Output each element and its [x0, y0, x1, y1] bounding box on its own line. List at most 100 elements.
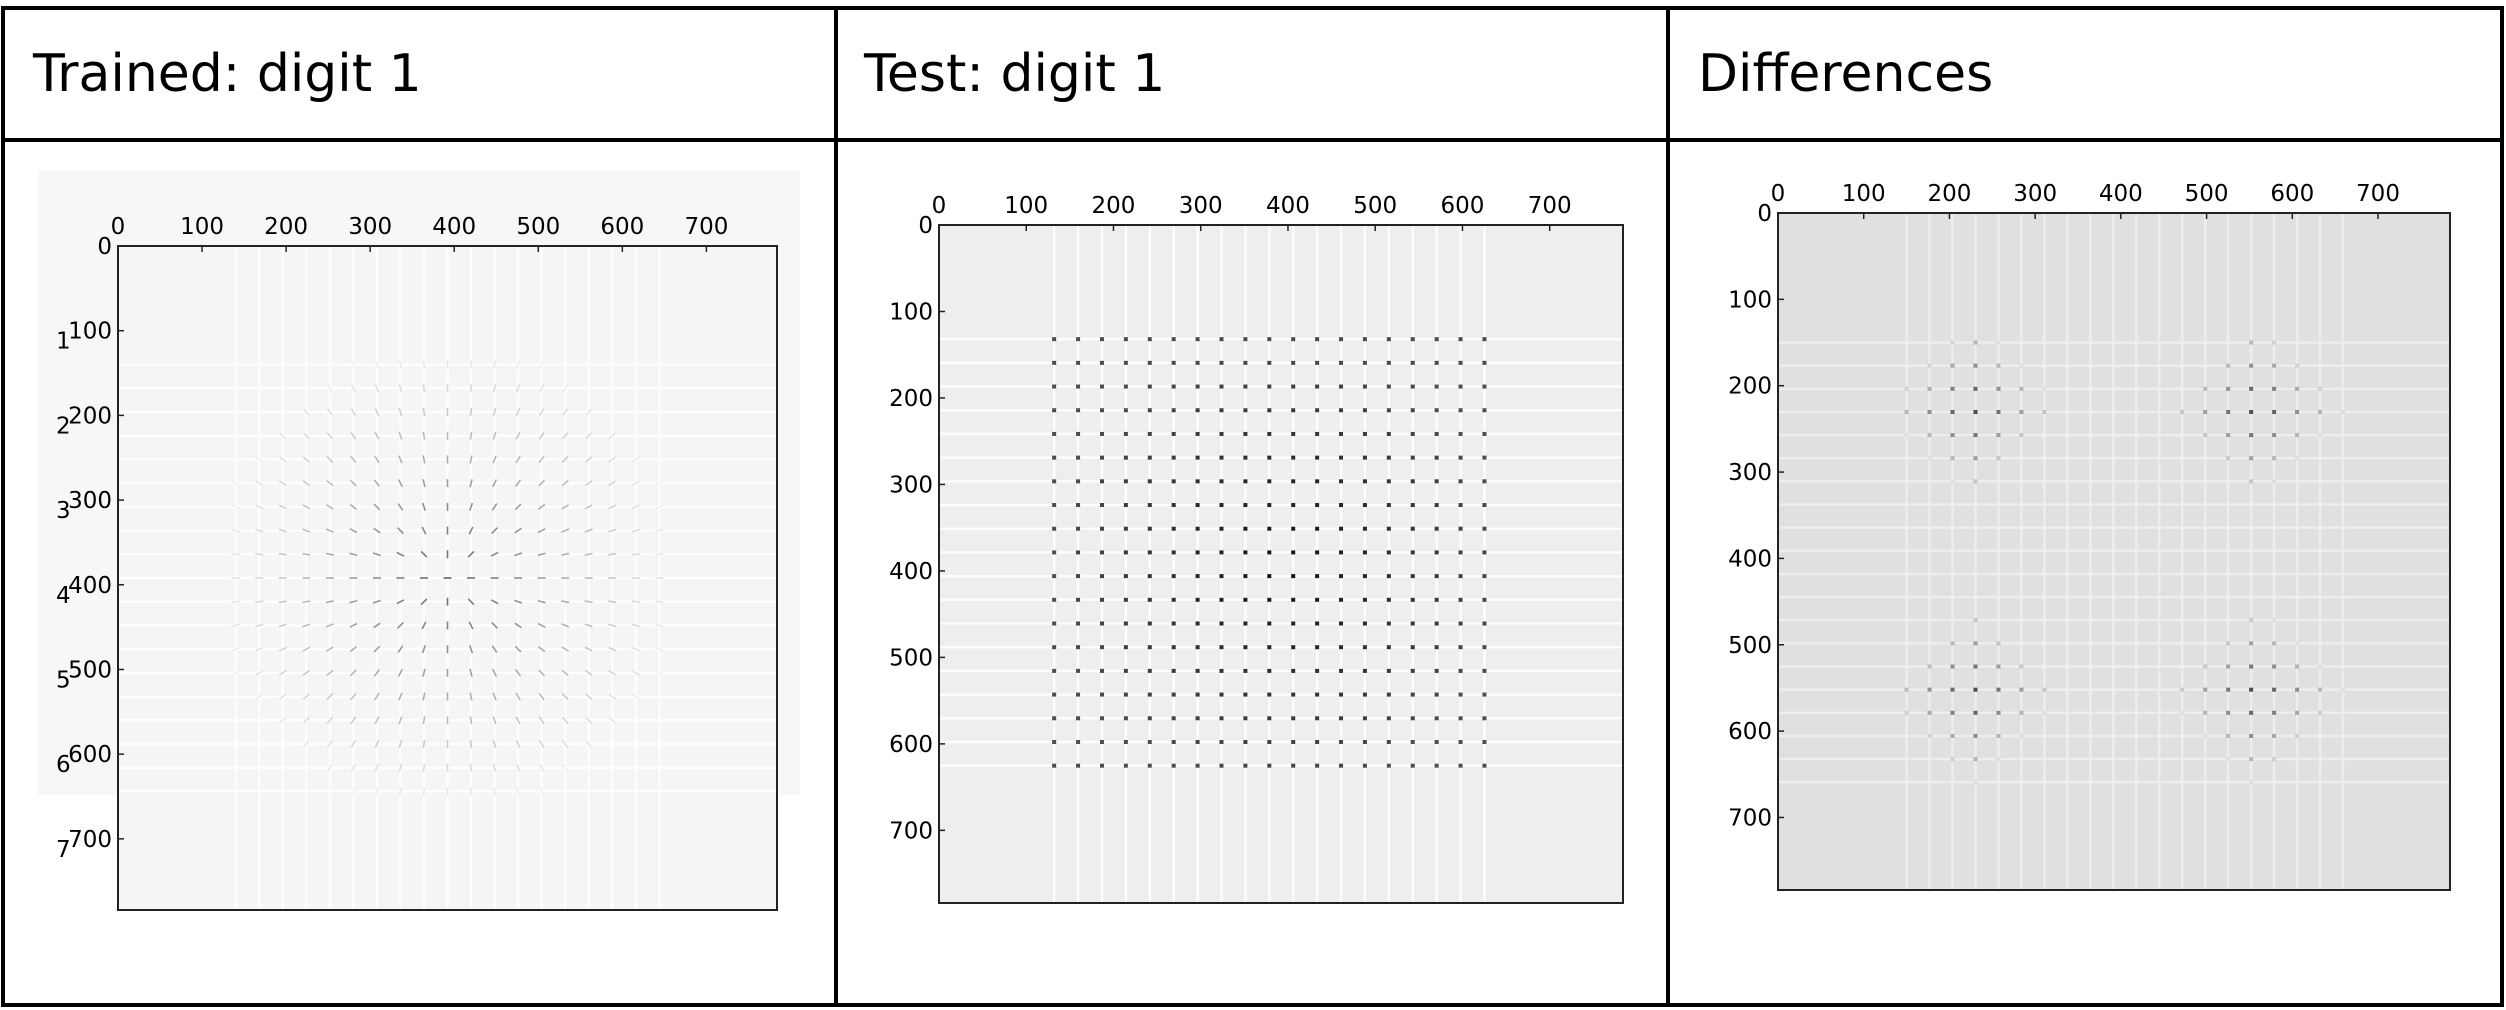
heatmap-cell — [1996, 733, 2001, 738]
heatmap-cell — [1052, 668, 1057, 673]
heatmap-cell — [1099, 431, 1104, 436]
heatmap-cell — [2203, 433, 2208, 438]
heatmap-cell — [516, 787, 521, 796]
heatmap-cell — [1386, 574, 1391, 579]
heatmap-cell — [1482, 384, 1487, 389]
heatmap-cell — [1315, 479, 1320, 484]
heatmap-cell — [278, 646, 287, 652]
heatmap-cell — [1243, 621, 1248, 626]
heatmap-cell — [1434, 503, 1439, 508]
heatmap-cell — [655, 480, 664, 486]
heatmap-cell — [374, 740, 380, 748]
heatmap-cell — [1291, 431, 1296, 436]
heatmap-cell — [1195, 645, 1200, 650]
heatmap-cell — [398, 787, 403, 796]
heatmap-cell — [537, 528, 546, 534]
heatmap-cell — [1052, 574, 1057, 579]
heatmap-cell — [492, 431, 497, 440]
heatmap-cell — [1996, 363, 2001, 368]
heatmap-cell — [255, 504, 264, 510]
heatmap-cell — [539, 360, 544, 369]
heatmap-cell — [631, 646, 640, 652]
heatmap-cell — [349, 669, 357, 677]
heatmap-cell — [1410, 384, 1415, 389]
heatmap-cell — [539, 763, 545, 772]
heatmap-cell — [1339, 574, 1344, 579]
heatmap-cell — [608, 646, 617, 652]
heatmap-cell — [1291, 739, 1296, 744]
heatmap-cell — [278, 504, 287, 510]
heatmap-cell — [1996, 340, 2001, 345]
heatmap-cell — [1434, 337, 1439, 342]
heatmap-cell — [1386, 692, 1391, 697]
heatmap-cell — [1219, 431, 1224, 436]
chart-test-digit-1: 0 100 200 300 400 500 600 700 0 100 200 300 400 500 60… — [889, 193, 1624, 904]
heatmap-cell — [1076, 621, 1081, 626]
heatmap-cell — [1099, 645, 1104, 650]
heatmap-cell — [1362, 597, 1367, 602]
heatmap-cell — [1147, 384, 1152, 389]
heatmap-cell — [1123, 479, 1128, 484]
heatmap-cell — [1147, 739, 1152, 744]
heatmap-cell — [398, 692, 403, 701]
heatmap-cell — [1267, 408, 1272, 413]
heatmap-cell — [2249, 710, 2254, 715]
heatmap-cell — [631, 528, 640, 533]
x-tick-label: 600 — [1441, 193, 1485, 219]
heatmap-cell — [1950, 433, 1955, 438]
heatmap-cell — [1386, 621, 1391, 626]
heatmap-cell — [2249, 479, 2254, 484]
heatmap-cell — [421, 645, 426, 654]
y-tick-label: 700 — [68, 827, 112, 853]
heatmap-cell — [2341, 409, 2346, 414]
heatmap-cell — [655, 553, 664, 556]
heatmap-cell — [1291, 526, 1296, 531]
heatmap-cell — [255, 528, 264, 533]
heatmap-cell — [2249, 433, 2254, 438]
heatmap-cell — [1927, 456, 1932, 461]
heatmap-cell — [1973, 757, 1978, 762]
heatmap-cell — [278, 480, 287, 486]
heatmap-cell — [491, 503, 498, 511]
heatmap-cell — [1386, 503, 1391, 508]
heatmap-cell — [325, 528, 334, 533]
heatmap-cell — [1076, 645, 1081, 650]
heatmap-cell — [1291, 692, 1296, 697]
heatmap-cell — [1171, 455, 1176, 460]
heatmap-cell — [538, 669, 546, 677]
heatmap-cell — [1291, 763, 1296, 768]
heatmap-cell — [539, 384, 545, 393]
heatmap-cell — [350, 455, 357, 464]
y-tick-label-overlap: 1 — [56, 329, 71, 355]
heatmap-cell — [422, 407, 426, 417]
y-tick-label: 400 — [889, 559, 933, 585]
heatmap-cell — [1076, 337, 1081, 342]
heatmap-cell — [350, 716, 357, 725]
heatmap-cell — [2272, 733, 2277, 738]
heatmap-cell — [1291, 574, 1296, 579]
heatmap-cell — [350, 384, 356, 393]
heatmap-cell — [422, 479, 426, 488]
heatmap-cell — [1386, 763, 1391, 768]
heatmap-cell — [1291, 597, 1296, 602]
heatmap-cell — [397, 645, 404, 653]
heatmap-cell — [514, 645, 522, 653]
heatmap-cell — [561, 504, 570, 510]
heatmap-cell — [1315, 455, 1320, 460]
heatmap-cell — [1243, 692, 1248, 697]
heatmap-cell — [422, 739, 426, 749]
heatmap-cell — [1076, 668, 1081, 673]
heatmap-cell — [1147, 574, 1152, 579]
heatmap-cell — [561, 456, 569, 463]
heatmap-cell — [2203, 386, 2208, 391]
heatmap-cell — [420, 598, 428, 606]
heatmap-cell — [1267, 479, 1272, 484]
heatmap-cell — [1052, 360, 1057, 365]
heatmap-cell — [1950, 479, 1955, 484]
heatmap-cell — [1195, 716, 1200, 721]
heatmap-cell — [1434, 408, 1439, 413]
heatmap-cell — [398, 431, 403, 440]
heatmap-cell — [397, 479, 403, 488]
heatmap-cell — [538, 431, 545, 440]
heatmap-cell — [2318, 664, 2323, 669]
